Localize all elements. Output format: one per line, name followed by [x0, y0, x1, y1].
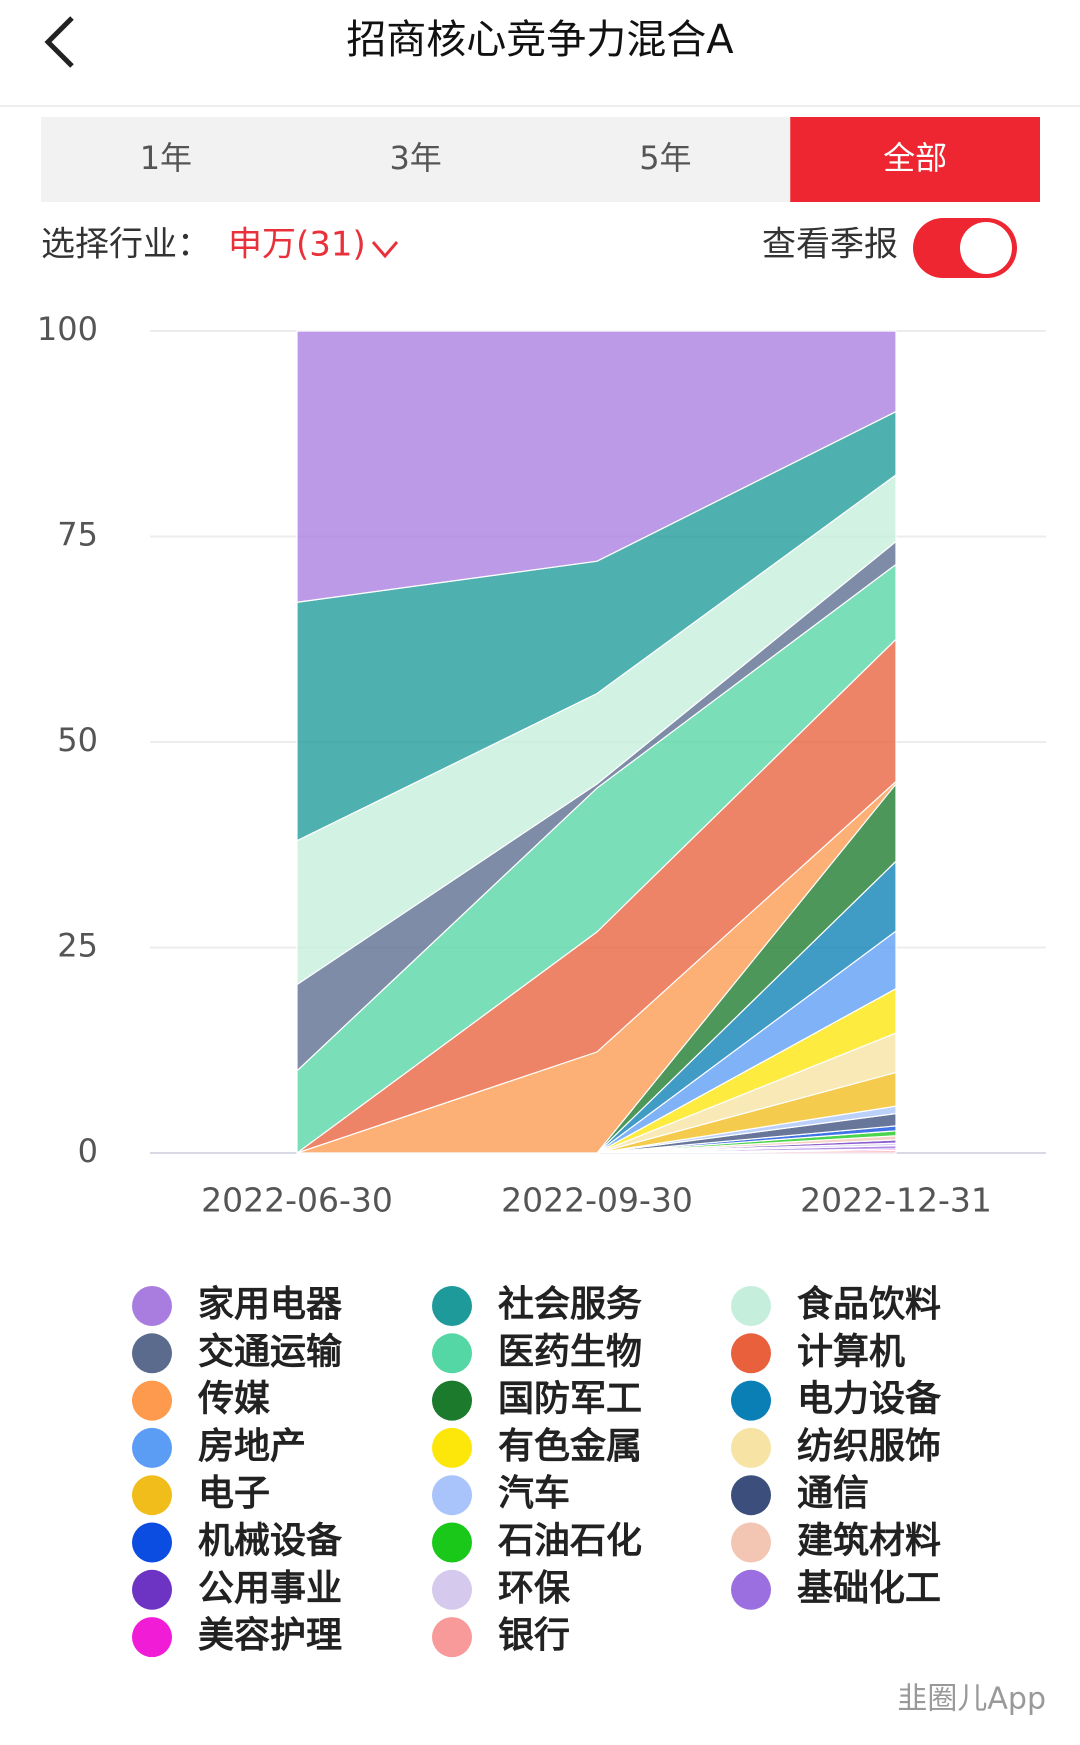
- y-tick-label: 0: [78, 1132, 98, 1170]
- legend-dot: [432, 1522, 472, 1563]
- legend-dot: [432, 1569, 472, 1610]
- toggle-label: 查看季报: [762, 225, 898, 265]
- tab[interactable]: 全部: [883, 139, 947, 177]
- area: [296, 330, 897, 603]
- page-title: 招商核心竞争力混合A: [346, 17, 734, 63]
- legend-label: 公用事业: [198, 1568, 342, 1609]
- legend-dot: [432, 1380, 472, 1421]
- legend-label: 国防军工: [498, 1379, 642, 1420]
- legend-dot: [132, 1617, 172, 1658]
- toggle-knob[interactable]: [960, 222, 1012, 274]
- legend-label: 石油石化: [498, 1521, 642, 1562]
- back-button[interactable]: [44, 16, 74, 68]
- legend-dot: [432, 1286, 472, 1326]
- legend-dot: [132, 1475, 172, 1516]
- legend-label: 传媒: [197, 1379, 271, 1420]
- legend-label: 房地产: [198, 1426, 306, 1467]
- legend-label: 纺织服饰: [797, 1426, 941, 1467]
- legend-label: 基础化工: [797, 1568, 941, 1609]
- toggle[interactable]: [913, 218, 1017, 278]
- filter-value[interactable]: 申万(31): [228, 225, 366, 265]
- legend-label: 电力设备: [797, 1379, 942, 1420]
- filter-label: 选择行业：: [41, 225, 211, 265]
- legend-label: 银行: [498, 1615, 570, 1656]
- y-tick-label: 100: [37, 310, 98, 348]
- legend-dot: [731, 1333, 771, 1374]
- legend-label: 医药生物: [498, 1331, 642, 1372]
- legend-dot: [432, 1617, 472, 1658]
- filter-chevron[interactable]: [371, 241, 399, 259]
- legend-label: 社会服务: [498, 1284, 642, 1325]
- legend-dot: [132, 1522, 172, 1563]
- y-tick-label: 25: [57, 927, 98, 965]
- x-tick-label: 2022-12-31: [800, 1181, 992, 1220]
- legend-label: 电子: [198, 1473, 270, 1514]
- legend-label: 家用电器: [198, 1284, 343, 1325]
- y-tick-label: 75: [57, 516, 98, 554]
- legend-label: 汽车: [498, 1473, 570, 1514]
- legend-label: 建筑材料: [797, 1521, 941, 1562]
- legend-label: 机械设备: [198, 1521, 343, 1562]
- legend-label: 食品饮料: [797, 1284, 941, 1325]
- tab-active-bg: [790, 117, 1040, 202]
- legend-dot: [731, 1380, 771, 1421]
- y-tick-label: 50: [57, 721, 98, 759]
- legend-dot: [432, 1333, 472, 1374]
- legend-label: 交通运输: [198, 1330, 343, 1372]
- legend-dot: [731, 1475, 771, 1516]
- legend-label: 美容护理: [198, 1615, 342, 1656]
- tab[interactable]: 1年: [140, 139, 192, 177]
- legend-dot: [731, 1286, 771, 1326]
- legend-label: 计算机: [797, 1331, 905, 1372]
- legend-label: 有色金属: [498, 1425, 642, 1467]
- legend-dot: [432, 1475, 472, 1516]
- legend-dot: [132, 1333, 172, 1374]
- legend-dot: [432, 1427, 472, 1468]
- legend-dot: [132, 1569, 172, 1610]
- legend-label: 通信: [797, 1473, 869, 1514]
- legend-dot: [731, 1569, 771, 1610]
- legend-label: 环保: [498, 1568, 571, 1609]
- x-tick-label: 2022-06-30: [201, 1181, 393, 1220]
- tab[interactable]: 5年: [639, 139, 691, 177]
- x-tick-label: 2022-09-30: [501, 1181, 693, 1220]
- watermark: 韭圈儿App: [897, 1682, 1046, 1717]
- legend-dot: [132, 1427, 172, 1468]
- legend-dot: [132, 1286, 172, 1326]
- tab[interactable]: 3年: [389, 139, 441, 177]
- legend-dot: [731, 1427, 771, 1468]
- legend-dot: [731, 1522, 771, 1563]
- legend-dot: [132, 1380, 172, 1421]
